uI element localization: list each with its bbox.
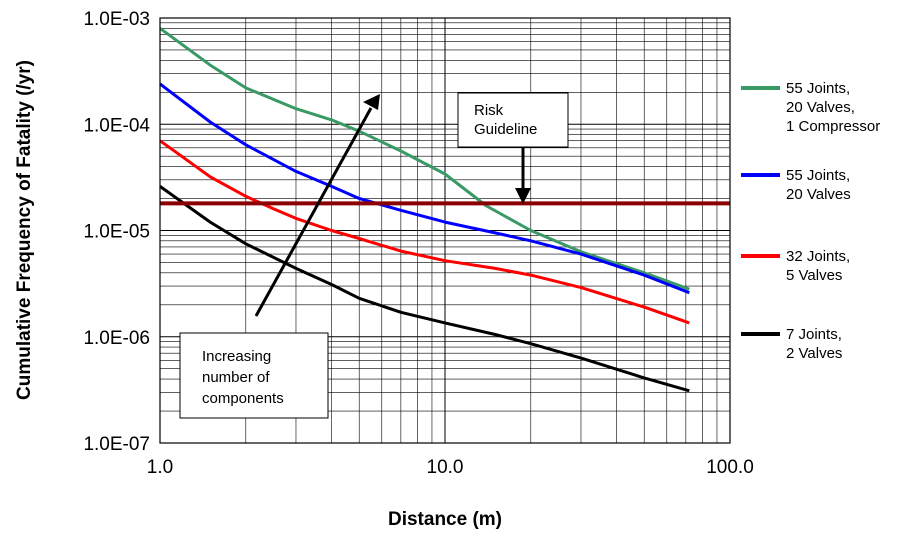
x-tick-label: 10.0 [427,457,464,478]
plot-frame [159,17,731,444]
legend-label-3: 5 Valves [786,267,842,284]
series-line-2 [159,82,690,295]
risk-guideline-label-line-2: Guideline [474,121,537,138]
components-box [179,332,329,419]
y-tick-label: 1.0E-07 [83,434,150,455]
components-callout: Increasing number of components [179,94,380,419]
y-tick-label: 1.0E-03 [83,9,150,30]
components-arrow [254,107,373,317]
x-tick-label: 100.0 [706,457,754,478]
series-lines [159,27,690,393]
risk-guideline-arrowhead [515,188,531,204]
x-axis-title: Distance (m) [388,509,502,530]
legend-label-1: 20 Valves, [786,99,855,116]
legend-label-2: 55 Joints, [786,167,850,184]
series-line-4 [159,185,690,393]
y-tick-label: 1.0E-05 [83,222,150,243]
legend-label-1: 1 Compressor [786,118,880,135]
grid [160,18,730,443]
series-line-3 [159,139,690,325]
y-tick-labels: 1.0E-03 1.0E-04 1.0E-05 1.0E-06 1.0E-07 [83,9,150,455]
components-arrowhead [363,94,380,110]
legend-label-1: 55 Joints, [786,80,850,97]
series-line-1 [159,27,690,291]
components-label-line-3: components [202,390,284,407]
y-axis-title: Cumulative Frequency of Fatality (/yr) [14,60,35,400]
legend-label-3: 32 Joints, [786,248,850,265]
components-label-line-1: Increasing [202,348,271,365]
legend-label-2: 20 Valves [786,186,851,203]
x-tick-label: 1.0 [147,457,173,478]
components-label-line-2: number of [202,369,270,386]
legend-label-4: 2 Valves [786,345,842,362]
risk-guideline-callout: Risk Guideline [457,92,569,204]
risk-guideline-label-line-1: Risk [474,102,504,119]
legend-label-4: 7 Joints, [786,326,842,343]
y-tick-label: 1.0E-06 [83,328,150,349]
y-tick-label: 1.0E-04 [83,115,150,136]
legend: 55 Joints, 20 Valves, 1 Compressor 55 Joint… [741,80,880,362]
risk-guideline-box [457,92,569,148]
x-tick-labels: 1.0 10.0 100.0 [147,457,754,478]
